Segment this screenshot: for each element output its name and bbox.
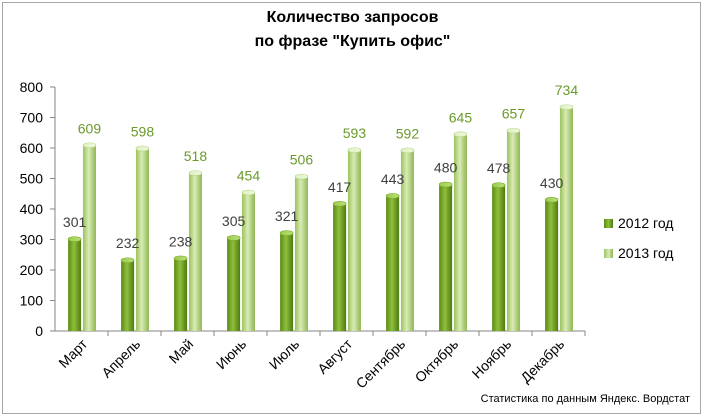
bar-2013-год-Декабрь (559, 107, 573, 331)
legend: 2012 год 2013 год (604, 213, 673, 273)
x-tick-label: Сентябрь (353, 336, 409, 392)
bar-2013-год-Апрель (135, 148, 149, 331)
bar-cap (332, 201, 347, 207)
bar-cap (279, 230, 294, 236)
data-label: 592 (396, 125, 420, 141)
bar-cap (135, 145, 150, 152)
data-label: 480 (434, 160, 458, 176)
bar-2013-год-Май (188, 173, 202, 331)
bar-2013-год-Март (82, 145, 96, 331)
x-tick-label: Ноябрь (469, 336, 515, 382)
x-tick-label: Октябрь (412, 336, 462, 386)
y-tick-label: 600 (20, 140, 44, 156)
x-tick-label: Июль (266, 336, 303, 373)
bar-2012-год-Май (174, 258, 188, 331)
data-label: 430 (540, 175, 564, 191)
data-label: 301 (63, 214, 87, 230)
data-label: 321 (275, 208, 299, 224)
bar-2013-год-Сентябрь (400, 150, 414, 331)
bar-2012-год-Март (68, 239, 82, 331)
data-label: 593 (343, 125, 367, 141)
legend-item-2012: 2012 год (604, 213, 673, 233)
legend-swatch-2013 (604, 248, 613, 258)
data-label: 454 (237, 168, 261, 184)
source-note: Статистика по данным Яндекс. Вордстат (480, 393, 690, 405)
y-tick-label: 300 (20, 232, 44, 248)
bar-2012-год-Август (333, 203, 347, 331)
data-label: 417 (328, 179, 352, 195)
bar-cap (82, 142, 97, 149)
x-tick-label: Декабрь (517, 336, 567, 386)
bar-2013-год-Июнь (241, 192, 255, 331)
data-label: 734 (555, 82, 579, 98)
bar-cap (173, 255, 188, 262)
bar-2012-год-Декабрь (545, 199, 559, 331)
x-tick-label: Апрель (98, 336, 143, 381)
data-labels: 301 609 232 598 238 518 305 454 321 506 417 593 443 5… (63, 82, 578, 251)
y-tick-label: 700 (20, 110, 44, 126)
legend-label-2012: 2012 год (618, 215, 674, 231)
bar-2012-год-Октябрь (439, 184, 453, 331)
bar-cap (294, 173, 309, 180)
data-label: 518 (184, 148, 208, 164)
x-tick-label: Май (166, 336, 197, 367)
bar-cap (347, 147, 362, 153)
data-label: 598 (131, 124, 155, 140)
chart-title: Количество запросов по фразе "Купить офи… (0, 6, 705, 54)
bar-cap (506, 127, 521, 134)
y-tick-label: 400 (20, 201, 44, 217)
bar-2012-год-Сентябрь (386, 195, 400, 331)
bar-cap (67, 236, 82, 242)
bar-cap (241, 189, 256, 196)
bar-2013-год-Июль (294, 176, 308, 331)
bar-2012-год-Июнь (227, 237, 241, 331)
data-label: 609 (78, 120, 102, 136)
bar-cap (559, 104, 574, 110)
legend-label-2013: 2013 год (618, 245, 674, 261)
data-label: 238 (169, 233, 193, 249)
bar-cap (226, 235, 241, 241)
bar-cap (438, 181, 453, 188)
bar-cap (400, 147, 415, 154)
bar-cap (491, 182, 506, 189)
y-tick-label: 500 (20, 171, 44, 187)
legend-swatch-2012 (604, 218, 613, 228)
bar-2013-год-Ноябрь (506, 130, 520, 331)
data-label: 645 (449, 109, 473, 125)
bar-2013-год-Август (347, 150, 361, 331)
data-label: 478 (487, 160, 511, 176)
bar-2012-год-Апрель (121, 260, 135, 331)
y-tick-label: 0 (35, 323, 43, 339)
data-label: 506 (290, 152, 314, 168)
bar-2012-год-Ноябрь (492, 185, 506, 331)
bar-2012-год-Июль (280, 233, 294, 331)
legend-item-2013: 2013 год (604, 243, 673, 263)
bar-cap (453, 131, 468, 138)
data-label: 232 (116, 235, 140, 251)
x-tick-label: Март (55, 335, 90, 370)
bar-cap (188, 170, 203, 176)
bar-cap (385, 193, 400, 199)
y-tick-label: 100 (20, 293, 44, 309)
data-label: 443 (381, 171, 405, 187)
chart-title-line-1: Количество запросов (266, 9, 439, 26)
x-tick-label: Июнь (213, 336, 249, 372)
bar-2013-год-Октябрь (453, 134, 467, 331)
data-label: 305 (222, 213, 246, 229)
bar-cap (120, 257, 135, 264)
bar-cap (544, 197, 559, 203)
x-tick-label: Август (314, 335, 356, 377)
bars (67, 104, 574, 331)
y-tick-label: 200 (20, 262, 44, 278)
chart-title-line-2: по фразе "Купить офис" (254, 33, 451, 50)
y-tick-label: 800 (20, 79, 44, 95)
data-label: 657 (502, 106, 526, 122)
